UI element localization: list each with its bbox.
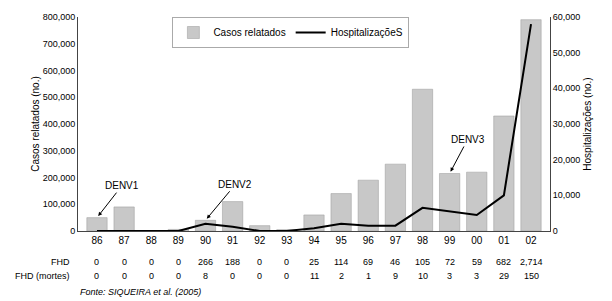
svg-text:46: 46: [390, 257, 400, 267]
svg-text:0: 0: [94, 271, 99, 281]
svg-text:69: 69: [363, 257, 373, 267]
svg-text:8: 8: [203, 271, 208, 281]
svg-text:188: 188: [225, 257, 240, 267]
svg-text:0: 0: [70, 226, 75, 236]
svg-text:300,000: 300,000: [43, 146, 76, 156]
svg-text:98: 98: [417, 235, 429, 246]
svg-text:11: 11: [310, 271, 319, 281]
svg-text:1: 1: [366, 271, 371, 281]
svg-text:400,000: 400,000: [43, 119, 76, 129]
svg-text:72: 72: [445, 257, 455, 267]
svg-text:87: 87: [119, 235, 131, 246]
svg-text:600,000: 600,000: [43, 66, 76, 76]
svg-text:89: 89: [173, 235, 185, 246]
svg-text:91: 91: [227, 235, 239, 246]
svg-text:100,000: 100,000: [43, 199, 76, 209]
svg-text:30,000: 30,000: [553, 119, 581, 129]
svg-text:29: 29: [499, 271, 509, 281]
svg-text:0: 0: [553, 226, 558, 236]
svg-text:FHD: FHD: [51, 257, 70, 267]
svg-text:DENV3: DENV3: [451, 134, 485, 145]
svg-text:0: 0: [284, 257, 289, 267]
svg-text:0: 0: [176, 257, 181, 267]
svg-text:682: 682: [496, 257, 511, 267]
svg-text:Casos relatados (no.): Casos relatados (no.): [30, 76, 41, 172]
svg-text:95: 95: [336, 235, 348, 246]
svg-text:150: 150: [524, 271, 539, 281]
svg-text:60,000: 60,000: [553, 12, 581, 22]
svg-text:2: 2: [339, 271, 344, 281]
svg-text:0: 0: [122, 271, 127, 281]
svg-text:59: 59: [472, 257, 482, 267]
svg-text:0: 0: [149, 271, 154, 281]
svg-text:DENV1: DENV1: [105, 180, 139, 191]
svg-text:25: 25: [309, 257, 319, 267]
svg-text:97: 97: [390, 235, 402, 246]
svg-text:0: 0: [284, 271, 289, 281]
svg-text:105: 105: [415, 257, 430, 267]
svg-text:800,000: 800,000: [43, 12, 76, 22]
svg-text:500,000: 500,000: [43, 92, 76, 102]
svg-text:10: 10: [418, 271, 428, 281]
svg-text:90: 90: [200, 235, 212, 246]
svg-text:0: 0: [257, 257, 262, 267]
svg-text:114: 114: [334, 257, 348, 267]
svg-text:00: 00: [471, 235, 483, 246]
svg-text:92: 92: [254, 235, 266, 246]
svg-text:0: 0: [176, 271, 181, 281]
svg-text:3: 3: [474, 271, 479, 281]
svg-text:Fonte: SIQUEIRA et al. (2005): Fonte: SIQUEIRA et al. (2005): [80, 287, 201, 297]
svg-text:20,000: 20,000: [553, 155, 581, 165]
svg-text:0: 0: [122, 257, 127, 267]
svg-text:94: 94: [308, 235, 320, 246]
svg-text:93: 93: [281, 235, 293, 246]
svg-text:50,000: 50,000: [553, 48, 581, 58]
svg-text:40,000: 40,000: [553, 83, 581, 93]
svg-text:10,000: 10,000: [553, 190, 581, 200]
svg-text:86: 86: [91, 235, 103, 246]
svg-text:HospitalizaçõeS: HospitalizaçõeS: [331, 27, 403, 38]
svg-text:DENV2: DENV2: [218, 179, 252, 190]
svg-text:88: 88: [146, 235, 158, 246]
svg-text:01: 01: [498, 235, 510, 246]
svg-text:FHD (mortes): FHD (mortes): [15, 271, 70, 281]
svg-text:3: 3: [447, 271, 452, 281]
svg-text:700,000: 700,000: [43, 39, 76, 49]
svg-text:0: 0: [149, 257, 154, 267]
svg-text:0: 0: [94, 257, 99, 267]
svg-text:Hospitalizações (no.): Hospitalizações (no.): [582, 77, 593, 170]
svg-text:200,000: 200,000: [43, 173, 76, 183]
svg-text:9: 9: [393, 271, 398, 281]
svg-text:02: 02: [525, 235, 537, 246]
svg-text:99: 99: [444, 235, 456, 246]
svg-text:2,714: 2,714: [520, 257, 543, 267]
svg-text:266: 266: [198, 257, 213, 267]
svg-text:0: 0: [257, 271, 262, 281]
svg-text:96: 96: [363, 235, 375, 246]
svg-text:0: 0: [230, 271, 235, 281]
svg-text:Casos relatados: Casos relatados: [213, 27, 285, 38]
